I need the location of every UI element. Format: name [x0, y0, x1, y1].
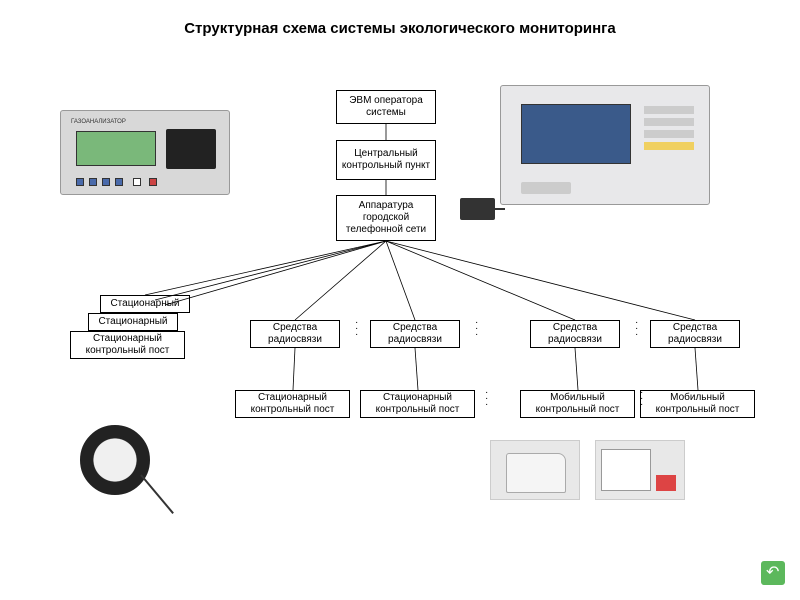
monitoring-instrument-device [500, 85, 710, 205]
mobile-van-photo-1 [490, 440, 580, 500]
node-stationary-b: Стационарный [88, 313, 178, 331]
mobile-van-photo-2 [595, 440, 685, 500]
node-radio-1: Средства радиосвязи [250, 320, 340, 348]
page-title: Структурная схема системы экологического… [0, 20, 800, 37]
node-evm-operator: ЭВМ оператора системы [336, 90, 436, 124]
node-stationary-a: Стационарный [100, 295, 190, 313]
ellipsis-icon: ··· [635, 320, 638, 338]
ellipsis-icon: ··· [475, 320, 478, 338]
node-radio-3: Средства радиосвязи [530, 320, 620, 348]
node-mobile-post-1: Мобильный контрольный пост [520, 390, 635, 418]
gauge-meter-icon [80, 425, 150, 495]
node-mobile-post-2: Мобильный контрольный пост [640, 390, 755, 418]
node-radio-2: Средства радиосвязи [370, 320, 460, 348]
node-stationary-post-1: Стационарный контрольный пост [235, 390, 350, 418]
node-central-control: Центральный контрольный пункт [336, 140, 436, 180]
back-icon[interactable] [761, 561, 785, 585]
device-label: ГАЗОАНАЛИЗАТОР [71, 119, 126, 125]
gas-analyzer-device: ГАЗОАНАЛИЗАТОР [60, 110, 230, 195]
ellipsis-icon: ··· [640, 390, 643, 408]
ellipsis-icon: ··· [485, 390, 488, 408]
node-stationary-post: Стационарный контрольный пост [70, 331, 185, 359]
node-radio-4: Средства радиосвязи [650, 320, 740, 348]
node-telephone-network: Аппаратура городской телефонной сети [336, 195, 436, 241]
node-stationary-post-2: Стационарный контрольный пост [360, 390, 475, 418]
ellipsis-icon: ··· [355, 320, 358, 338]
